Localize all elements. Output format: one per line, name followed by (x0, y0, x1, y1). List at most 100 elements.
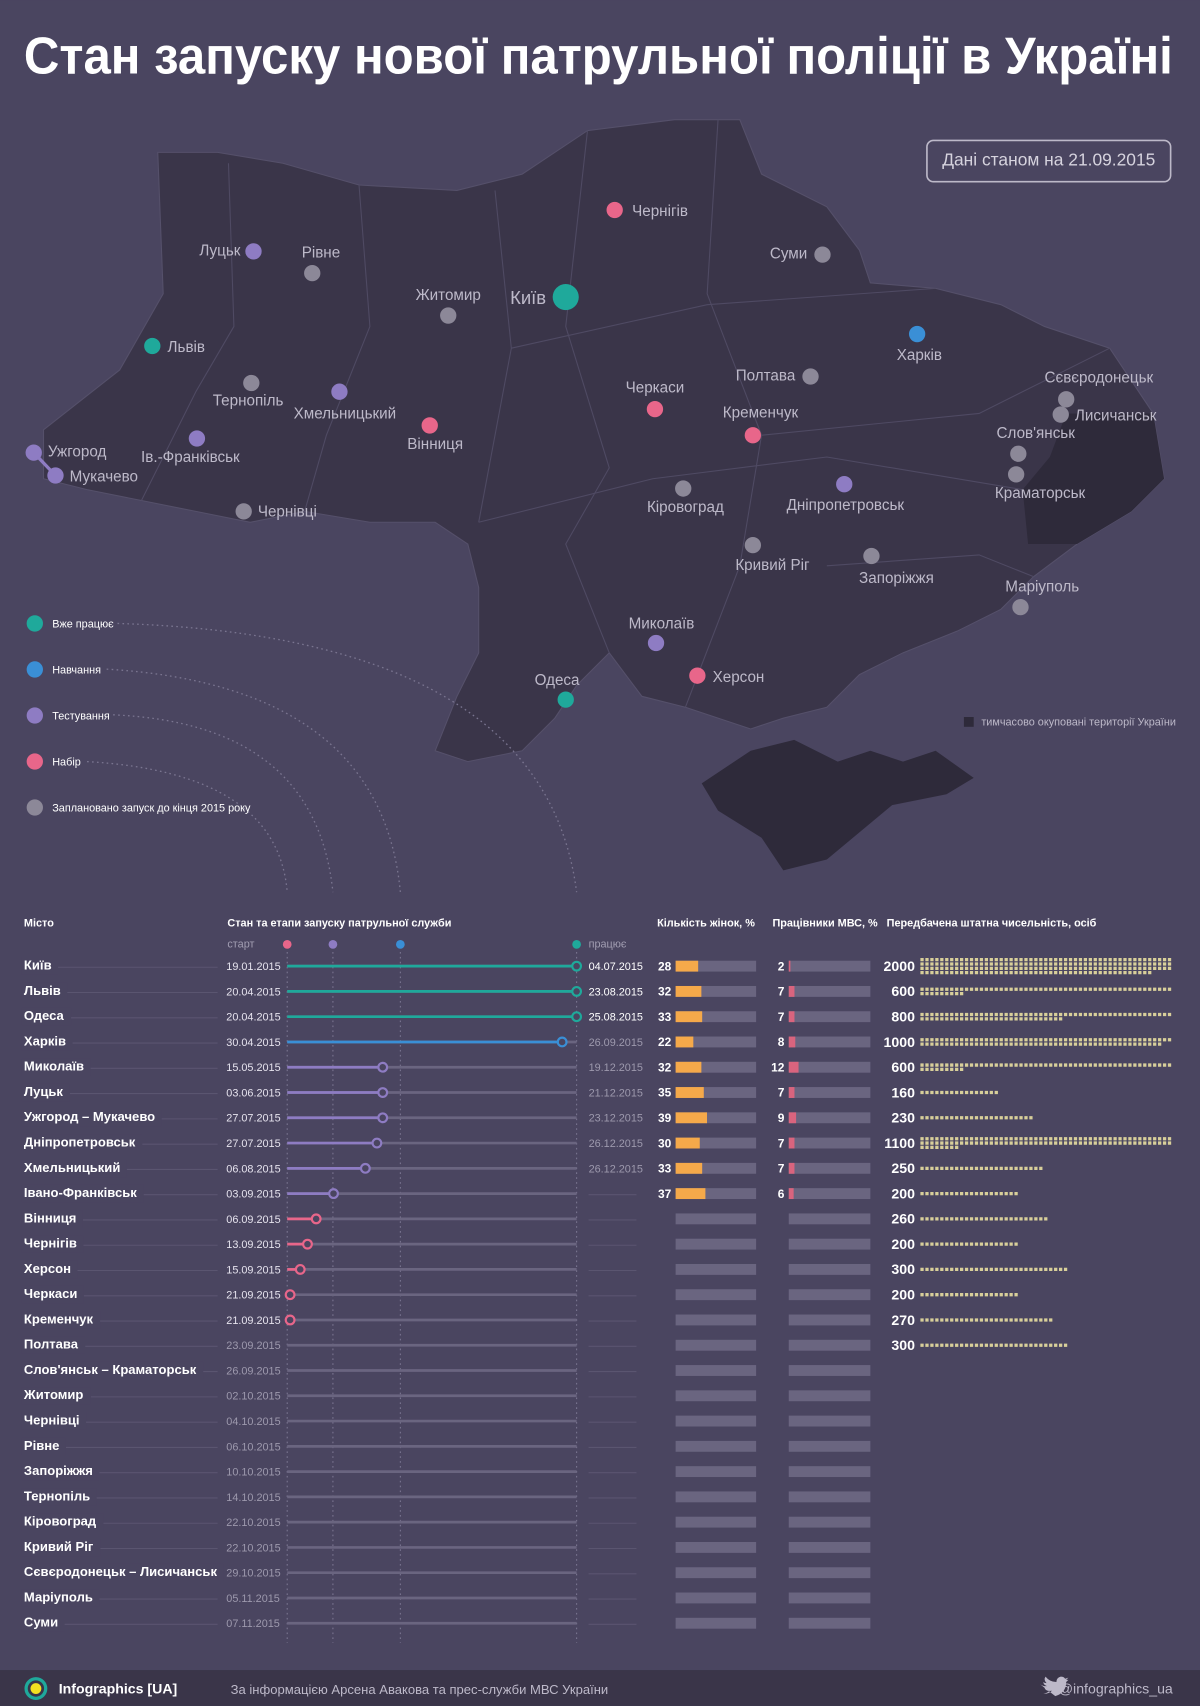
women-track (675, 1592, 757, 1604)
working-label: працює (589, 938, 627, 950)
row-label-bg (21, 1311, 101, 1329)
city-dot (304, 264, 321, 282)
city-dot (557, 691, 574, 708)
row-city: Вінниця (24, 1210, 76, 1225)
row-start: 20.04.2015 (226, 986, 280, 998)
row-label-bg (21, 1336, 86, 1354)
staff-value: 600 (891, 983, 915, 999)
city-label: Одеса (535, 672, 580, 689)
source: За інформацією Арсена Авакова та прес-сл… (231, 1682, 609, 1697)
mvs-bar (788, 1162, 795, 1174)
row-start: 20.04.2015 (226, 1012, 280, 1024)
mvs-value: 2 (778, 959, 785, 973)
mvs-track (788, 1289, 871, 1301)
map-occupied-east (1022, 413, 1165, 545)
staff-value: 260 (891, 1211, 915, 1227)
timeline-marker (359, 1162, 371, 1174)
women-track (675, 1137, 757, 1149)
mvs-track (788, 1541, 871, 1553)
row-start: 03.09.2015 (226, 1189, 280, 1201)
row-label-bg (21, 1109, 162, 1127)
women-track (675, 1162, 757, 1174)
brand: Infographics [UA] (59, 1680, 177, 1696)
women-track (675, 1491, 757, 1503)
staff-value: 1100 (884, 1135, 915, 1151)
footer (0, 1670, 1200, 1706)
mvs-track (788, 1592, 871, 1604)
row-label-bg (21, 1412, 87, 1430)
row-start: 02.10.2015 (226, 1391, 280, 1403)
women-value: 35 (658, 1086, 672, 1100)
city-label: Тернопіль (213, 393, 284, 410)
women-track (675, 960, 757, 972)
city-dot (235, 503, 252, 520)
city-label: Чернівці (258, 503, 317, 520)
staff-value: 600 (891, 1059, 915, 1075)
staff-value: 160 (891, 1084, 915, 1100)
city-label: Дніпропетровськ (787, 497, 905, 514)
row-start: 22.10.2015 (226, 1542, 280, 1554)
row-start: 05.11.2015 (226, 1593, 280, 1605)
city-dot (440, 307, 457, 324)
staff-dots (920, 1063, 1172, 1072)
row-city: Дніпропетровськ (24, 1135, 136, 1150)
city-label: Ів.-Франківськ (141, 449, 240, 466)
city-dot (552, 284, 579, 311)
row-city: Маріуполь (24, 1589, 93, 1604)
staff-dots (920, 1267, 1068, 1272)
row-city: Слов'янськ – Краматорськ (24, 1362, 197, 1377)
border (140, 163, 235, 501)
row-start: 30.04.2015 (226, 1037, 280, 1049)
legend-label: Навчання (52, 664, 101, 676)
women-track (675, 1213, 757, 1225)
row-label-bg (21, 1387, 91, 1405)
occupied-note: тимчасово окуповані території України (981, 716, 1176, 728)
city-label: Суми (770, 246, 807, 263)
row-label-bg (21, 1260, 78, 1279)
city-label: Мукачево (70, 469, 138, 486)
row-city: Харків (24, 1033, 66, 1048)
row-city: Черкаси (24, 1286, 77, 1301)
staff-dots (920, 1038, 1172, 1046)
row-start: 21.09.2015 (226, 1290, 280, 1302)
timeline-marker (556, 1036, 568, 1048)
timeline-marker (377, 1087, 389, 1098)
row-start: 10.10.2015 (226, 1467, 280, 1479)
city-label: Запоріжжя (859, 570, 934, 587)
row-city: Тернопіль (24, 1488, 90, 1503)
staff-dots (920, 1217, 1048, 1221)
women-bar (675, 1061, 702, 1073)
legend-dot (26, 615, 43, 632)
logo-dot (30, 1683, 42, 1694)
city-dot (744, 427, 762, 444)
city-dot (675, 480, 692, 497)
city-dot (802, 368, 819, 385)
mvs-track (788, 1365, 871, 1376)
row-start: 06.08.2015 (226, 1163, 280, 1175)
row-start: 15.09.2015 (226, 1264, 280, 1276)
women-bar (675, 1137, 700, 1149)
timeline-marker (571, 985, 583, 997)
column-header: Стан та етапи запуску патрульної служби (227, 918, 451, 930)
mvs-value: 8 (778, 1035, 785, 1049)
city-label: Черкаси (626, 379, 685, 396)
row-start: 04.10.2015 (226, 1416, 280, 1428)
city-label: Вінниця (407, 436, 463, 453)
row-label-bg (21, 1159, 127, 1178)
mvs-track (788, 1162, 871, 1174)
city-label: Львів (168, 339, 205, 356)
row-label-bg (21, 1210, 83, 1228)
city-label: Хмельницький (294, 406, 397, 423)
row-city: Запоріжжя (24, 1463, 93, 1478)
women-track (675, 1061, 757, 1073)
city-dot (863, 547, 880, 565)
city-dot (421, 417, 438, 434)
mvs-track (788, 1213, 871, 1225)
row-start: 23.09.2015 (226, 1340, 280, 1352)
row-label-bg (21, 1058, 91, 1076)
mvs-track (788, 1112, 871, 1124)
mvs-track (788, 1390, 871, 1402)
row-city: Івано-Франківськ (24, 1185, 137, 1200)
border (826, 554, 1034, 578)
city-label: Житомир (416, 287, 481, 304)
